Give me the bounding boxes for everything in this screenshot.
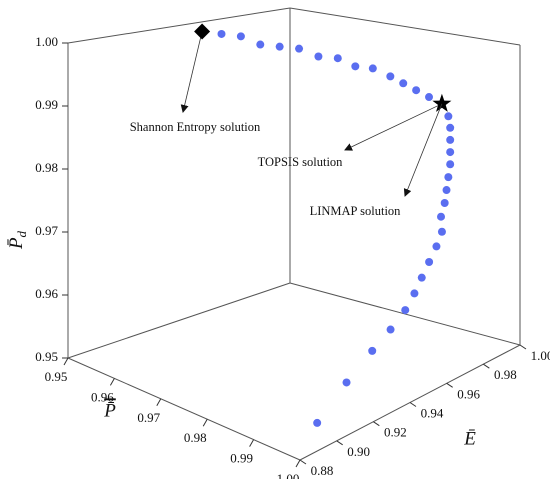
point: [437, 212, 446, 221]
y-tick-label: 0.88: [311, 463, 334, 478]
point: [351, 62, 360, 71]
x-tick: [295, 459, 301, 468]
point: [425, 257, 434, 266]
box-edge: [289, 7, 521, 46]
point: [440, 198, 449, 207]
point: [444, 173, 453, 182]
y-tick-label: 0.90: [347, 444, 370, 459]
z-axis-label-main: P̄: [6, 237, 27, 250]
point: [446, 160, 455, 169]
x-tick-label: 0.97: [137, 410, 160, 425]
star-marker: [432, 93, 452, 112]
x-tick-label: 1.00: [277, 471, 300, 479]
x-tick: [156, 398, 162, 407]
z-tick-label: 0.99: [35, 97, 58, 112]
point: [368, 346, 377, 355]
point: [256, 40, 265, 49]
point: [401, 306, 410, 315]
y-tick-label: 0.92: [384, 425, 407, 440]
point: [417, 273, 426, 282]
point: [446, 148, 455, 157]
x-tick: [202, 418, 208, 427]
annotation-text: LINMAP solution: [310, 204, 402, 218]
z-tick-label: 0.96: [35, 286, 58, 301]
point: [368, 64, 377, 73]
point: [412, 86, 421, 95]
x-tick: [63, 357, 69, 366]
point: [442, 186, 451, 195]
x-tick: [109, 378, 115, 386]
point: [410, 289, 419, 298]
box-edge: [67, 282, 291, 359]
x-tick-label: 0.96: [91, 389, 114, 404]
point: [333, 54, 342, 63]
y-tick-label: 0.98: [494, 367, 517, 382]
point: [314, 52, 323, 61]
point: [425, 93, 434, 102]
y-tick: [299, 459, 307, 465]
z-tick-label: 0.95: [35, 349, 58, 364]
point: [295, 44, 304, 53]
y-tick-label: 1.00: [531, 348, 550, 363]
x-tick-label: 0.95: [45, 369, 68, 384]
y-tick: [373, 421, 380, 427]
box-edge: [67, 7, 291, 44]
z-tick-label: 0.98: [35, 160, 58, 175]
point: [236, 32, 245, 41]
z-tick-label: 1.00: [35, 34, 58, 49]
diamond-marker: [194, 23, 211, 40]
y-axis-label: Ē: [463, 428, 476, 449]
point: [275, 42, 284, 51]
point: [437, 227, 446, 236]
annotation-text: Shannon Entropy solution: [130, 120, 261, 134]
y-tick: [483, 363, 490, 369]
y-tick: [446, 382, 453, 388]
annotation-text: TOPSIS solution: [258, 155, 344, 169]
x-tick-label: 0.98: [184, 430, 207, 445]
annotation-arrow: [344, 103, 443, 151]
box-edge: [67, 357, 301, 461]
annotation-arrow: [180, 31, 203, 113]
y-tick: [519, 344, 527, 350]
point: [342, 378, 351, 387]
point: [217, 29, 226, 38]
y-tick: [409, 402, 417, 407]
z-axis-label-sub: d: [14, 230, 29, 237]
point: [386, 325, 395, 334]
x-axis-label: P̄: [103, 400, 116, 421]
point: [446, 135, 455, 144]
annotation-arrow: [403, 103, 443, 197]
point: [444, 112, 453, 121]
point: [386, 72, 395, 81]
point: [313, 418, 322, 427]
point: [399, 79, 408, 88]
x-tick-label: 0.99: [230, 451, 253, 466]
z-tick-label: 0.97: [35, 223, 58, 238]
y-tick: [336, 440, 343, 446]
point: [432, 242, 441, 251]
y-tick-label: 0.96: [457, 386, 480, 401]
x-tick: [249, 439, 255, 447]
point: [446, 123, 455, 132]
y-tick-label: 0.94: [421, 405, 444, 420]
z-axis-label: P̄d: [6, 230, 29, 250]
